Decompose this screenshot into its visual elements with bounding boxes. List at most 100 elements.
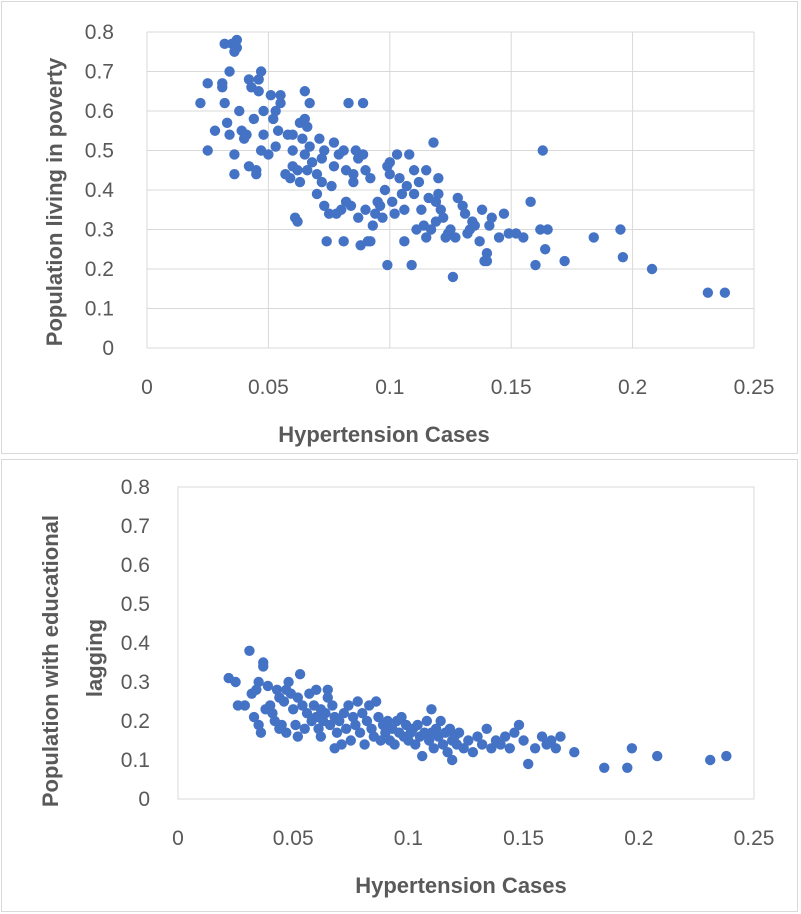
y-tick-label: 0.8	[121, 476, 150, 499]
data-point	[446, 754, 458, 766]
data-point	[299, 86, 311, 97]
y-tick-label: 0	[138, 788, 150, 811]
data-point	[340, 723, 352, 734]
x-tick-label: 0.15	[491, 376, 532, 399]
x-tick-label: 0.05	[248, 376, 289, 399]
data-point	[498, 208, 510, 219]
data-point	[306, 157, 318, 168]
data-point	[476, 739, 488, 750]
data-point	[267, 708, 278, 719]
data-point	[366, 723, 377, 734]
data-point	[652, 750, 663, 762]
data-point	[243, 74, 255, 85]
data-point	[530, 259, 541, 271]
data-point	[255, 66, 267, 77]
y-tick-label: 0.1	[121, 749, 150, 772]
data-point	[253, 676, 264, 688]
data-point	[253, 74, 264, 85]
x-axis-ticks: 0 0.05 0.1 0.15 0.2 0.25	[141, 376, 774, 399]
data-point	[457, 200, 468, 211]
y-tick-label: 0.5	[85, 140, 114, 163]
data-point	[287, 145, 298, 156]
data-point	[322, 684, 333, 695]
data-point	[290, 719, 301, 731]
data-point	[423, 735, 435, 746]
data-point	[430, 723, 442, 734]
y-tick-label: 0.7	[85, 61, 114, 84]
data-point	[195, 97, 206, 109]
data-point	[408, 165, 420, 176]
data-point	[721, 750, 732, 762]
data-point	[406, 259, 417, 271]
data-point	[275, 97, 286, 109]
data-point	[350, 719, 361, 731]
data-point	[467, 747, 479, 758]
data-point	[357, 97, 369, 109]
data-point	[270, 105, 281, 117]
data-point	[495, 739, 506, 750]
scatter-chart-education: 0 0.1 0.2 0.3 0.4 0.5 0.6 0.7 0.8 0 0.05 0.1 0.15 0.…	[38, 476, 774, 898]
data-point	[481, 248, 493, 259]
data-point	[469, 220, 480, 231]
data-point	[316, 153, 328, 164]
x-axis-title: Hypertension Cases	[355, 873, 567, 898]
data-point	[463, 735, 474, 746]
data-point	[292, 216, 303, 227]
x-tick-label: 0	[172, 827, 184, 850]
data-point	[319, 200, 330, 211]
data-point	[518, 735, 529, 746]
data-point	[336, 739, 347, 750]
data-point	[230, 676, 241, 688]
data-point	[328, 137, 340, 148]
data-point	[365, 172, 376, 184]
data-point	[326, 180, 337, 192]
plot-area	[177, 486, 755, 800]
data-point	[316, 176, 328, 188]
data-point	[331, 727, 343, 738]
data-point	[437, 739, 449, 750]
data-point	[416, 204, 427, 215]
data-point	[292, 165, 303, 176]
data-point	[435, 715, 446, 727]
data-point	[338, 236, 349, 247]
data-point	[702, 287, 714, 298]
data-point	[401, 180, 412, 192]
data-point	[379, 184, 391, 196]
data-point	[525, 196, 536, 208]
data-point	[258, 129, 269, 140]
data-point	[244, 645, 255, 656]
scatter-chart-poverty: 0 0.1 0.2 0.3 0.4 0.5 0.6 0.7 0.8 0 0.05 0.1 0.15 0.…	[42, 21, 774, 447]
data-point	[365, 236, 376, 247]
data-point	[430, 196, 442, 208]
data-point	[353, 212, 364, 223]
data-point	[413, 176, 425, 188]
data-point	[421, 165, 432, 176]
data-point	[626, 743, 638, 754]
data-point	[360, 165, 371, 176]
data-point	[311, 188, 323, 200]
data-point	[450, 232, 461, 243]
data-point	[239, 700, 251, 711]
data-point	[347, 711, 359, 723]
x-tick-label: 0.1	[394, 827, 423, 850]
data-point	[313, 723, 324, 734]
data-point	[453, 727, 465, 738]
y-axis-title: Population with educational lagging	[38, 509, 107, 807]
data-point	[384, 157, 395, 168]
data-point	[433, 188, 444, 200]
data-point	[251, 169, 262, 180]
data-point	[241, 129, 252, 140]
data-point	[391, 149, 403, 160]
data-point	[304, 97, 315, 109]
data-point	[311, 684, 322, 695]
data-point	[615, 224, 626, 235]
data-point	[486, 743, 497, 754]
data-point	[359, 739, 370, 750]
y-tick-label: 0.3	[85, 219, 114, 242]
data-point	[322, 692, 333, 703]
data-point	[550, 743, 562, 754]
data-point	[354, 727, 366, 738]
data-point	[509, 727, 520, 738]
data-point	[229, 149, 240, 160]
data-point	[224, 66, 235, 77]
